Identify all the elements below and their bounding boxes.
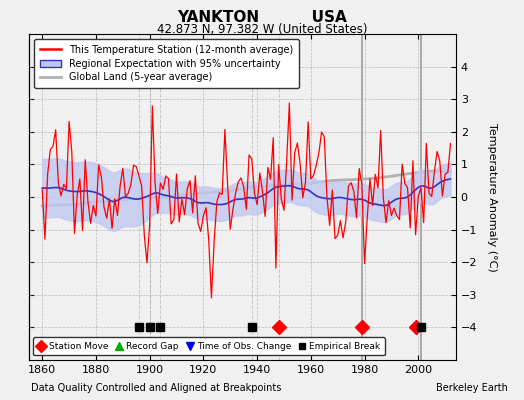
Regional Expectation with 95% uncertainty: [377, 203, 384, 208]
Global Land (5-year average): [66, 202, 72, 207]
This Temperature Station (12-month average): [222, 127, 228, 132]
Global Land (5-year average): [445, 169, 451, 174]
Global Land (5-year average): [39, 204, 46, 208]
Line: This Temperature Station (12-month average): This Temperature Station (12-month avera…: [42, 103, 451, 298]
Regional Expectation with 95% uncertainty: [39, 186, 46, 190]
Text: YANKTON          USA: YANKTON USA: [177, 10, 347, 25]
Regional Expectation with 95% uncertainty: [447, 177, 454, 182]
Regional Expectation with 95% uncertainty: [380, 203, 387, 208]
Global Land (5-year average): [377, 175, 384, 180]
This Temperature Station (12-month average): [66, 119, 72, 124]
Global Land (5-year average): [326, 178, 333, 183]
Global Land (5-year average): [434, 169, 440, 174]
Regional Expectation with 95% uncertainty: [445, 177, 451, 182]
This Temperature Station (12-month average): [332, 236, 338, 241]
Global Land (5-year average): [447, 169, 454, 174]
Text: Data Quality Controlled and Aligned at Breakpoints: Data Quality Controlled and Aligned at B…: [31, 383, 282, 393]
This Temperature Station (12-month average): [434, 149, 440, 154]
This Temperature Station (12-month average): [93, 214, 99, 218]
Regional Expectation with 95% uncertainty: [93, 190, 99, 195]
Text: 42.873 N, 97.382 W (United States): 42.873 N, 97.382 W (United States): [157, 23, 367, 36]
Regional Expectation with 95% uncertainty: [66, 188, 72, 193]
Regional Expectation with 95% uncertainty: [326, 196, 333, 201]
Global Land (5-year average): [93, 199, 99, 204]
This Temperature Station (12-month average): [286, 100, 292, 105]
This Temperature Station (12-month average): [209, 296, 215, 300]
This Temperature Station (12-month average): [383, 220, 389, 225]
Line: Global Land (5-year average): Global Land (5-year average): [42, 171, 451, 206]
Global Land (5-year average): [219, 189, 225, 194]
Regional Expectation with 95% uncertainty: [219, 202, 225, 207]
Text: Berkeley Earth: Berkeley Earth: [436, 383, 508, 393]
Y-axis label: Temperature Anomaly (°C): Temperature Anomaly (°C): [487, 123, 497, 271]
Legend: Station Move, Record Gap, Time of Obs. Change, Empirical Break: Station Move, Record Gap, Time of Obs. C…: [34, 338, 385, 356]
This Temperature Station (12-month average): [447, 141, 454, 146]
This Temperature Station (12-month average): [39, 187, 46, 192]
Line: Regional Expectation with 95% uncertainty: Regional Expectation with 95% uncertaint…: [42, 179, 451, 206]
